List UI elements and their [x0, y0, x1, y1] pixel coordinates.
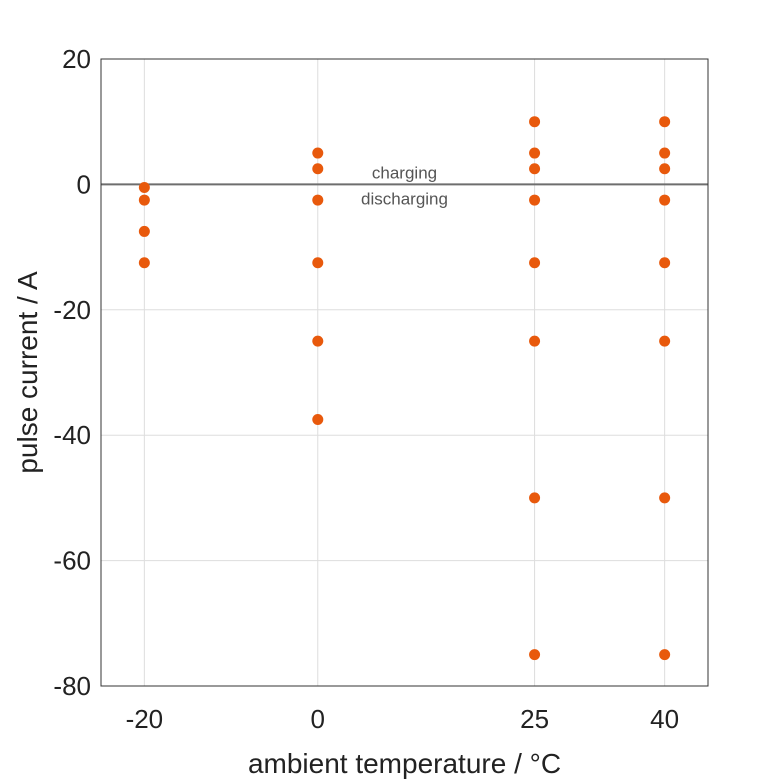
- data-point: [529, 194, 541, 206]
- data-point: [529, 257, 541, 269]
- data-point: [529, 163, 541, 175]
- data-point: [659, 257, 671, 269]
- y-tick-label: 20: [62, 44, 91, 74]
- data-point: [659, 492, 671, 504]
- discharging-annotation: discharging: [361, 189, 448, 208]
- data-point: [312, 335, 324, 347]
- data-point: [312, 194, 324, 206]
- data-point: [138, 182, 150, 194]
- grid-lines: [101, 58, 708, 687]
- data-point: [659, 116, 671, 128]
- y-tick-label: 0: [77, 169, 91, 199]
- data-point: [529, 116, 541, 128]
- data-point: [659, 147, 671, 159]
- data-point: [529, 492, 541, 504]
- x-tick-label: 25: [520, 704, 549, 734]
- data-points: [138, 116, 671, 661]
- y-tick-label: -20: [53, 295, 91, 325]
- data-point: [659, 194, 671, 206]
- data-point: [312, 257, 324, 269]
- plot-frame: [100, 58, 709, 687]
- x-axis-label: ambient temperature / °C: [248, 748, 561, 779]
- y-tick-label: -40: [53, 420, 91, 450]
- data-point: [659, 649, 671, 661]
- data-point: [138, 194, 150, 206]
- data-point: [529, 335, 541, 347]
- y-tick-label: -80: [53, 671, 91, 701]
- data-point: [659, 163, 671, 175]
- tick-labels: -20 0 25 40 20 0 -20 -40 -60 -80: [53, 44, 679, 734]
- y-axis-label: pulse current / A: [12, 271, 43, 474]
- data-point: [312, 163, 324, 175]
- x-tick-label: -20: [126, 704, 164, 734]
- data-point: [138, 225, 150, 237]
- x-tick-label: 0: [311, 704, 325, 734]
- data-point: [659, 335, 671, 347]
- x-tick-label: 40: [650, 704, 679, 734]
- data-point: [312, 414, 324, 426]
- data-point: [312, 147, 324, 159]
- data-point: [138, 257, 150, 269]
- charging-annotation: charging: [372, 163, 437, 182]
- y-tick-label: -60: [53, 546, 91, 576]
- data-point: [529, 649, 541, 661]
- data-point: [529, 147, 541, 159]
